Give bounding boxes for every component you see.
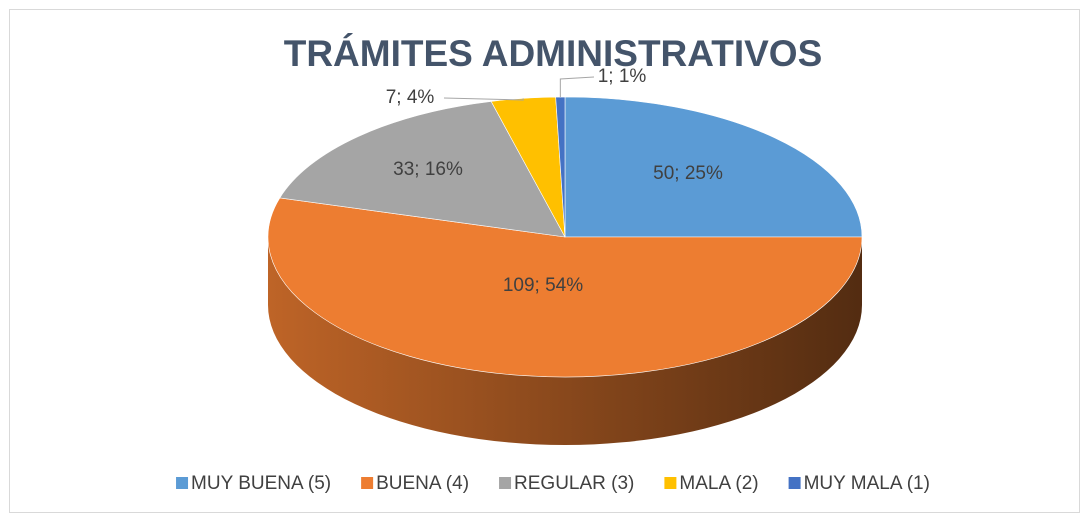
slice: [564, 96, 863, 238]
legend-label: MUY MALA (1): [804, 473, 930, 494]
leader-line: [559, 76, 595, 98]
legend-swatch: [499, 477, 512, 489]
legend-label: REGULAR (3): [514, 473, 634, 494]
data-label: 109; 54%: [503, 275, 583, 296]
legend-swatch: [788, 477, 801, 489]
data-label: 50; 25%: [653, 163, 723, 184]
legend-swatch: [176, 477, 189, 489]
chart-title: TRÁMITES ADMINISTRATIVOS: [284, 33, 823, 74]
data-label: 33; 16%: [393, 159, 463, 180]
slice: [279, 101, 566, 238]
legend-swatch: [664, 477, 677, 489]
data-label: 7; 4%: [386, 87, 435, 108]
slice-side: [268, 237, 862, 445]
legend-label: MALA (2): [679, 473, 758, 494]
leader-line: [443, 97, 524, 101]
legend-label: MUY BUENA (5): [191, 473, 331, 494]
legend-label: BUENA (4): [376, 473, 469, 494]
slice: [555, 96, 566, 238]
slice: [267, 197, 863, 378]
data-label: 1; 1%: [598, 66, 647, 87]
legend-swatch: [361, 477, 374, 489]
